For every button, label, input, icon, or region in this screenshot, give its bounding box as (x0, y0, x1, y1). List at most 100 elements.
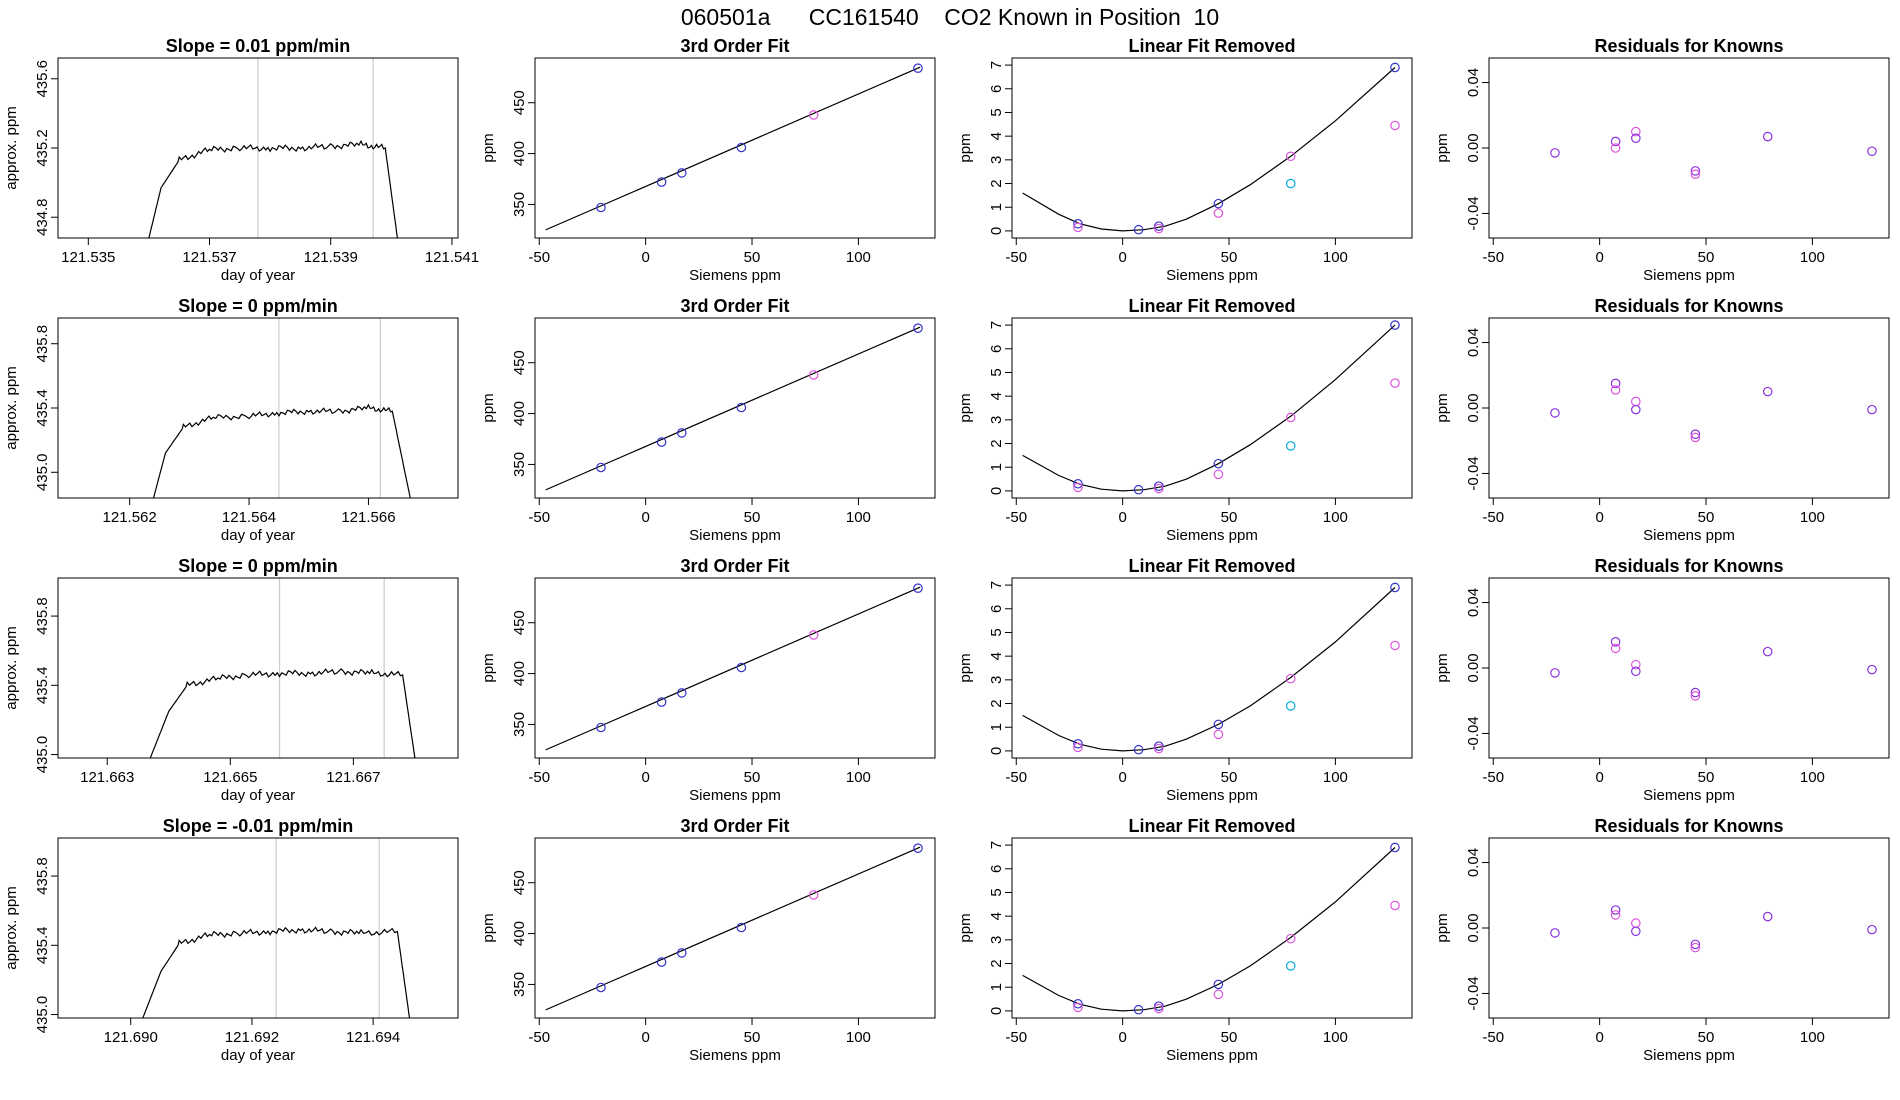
plot-area (1550, 637, 1877, 701)
y-tick-label: 5 (988, 368, 1005, 376)
x-tick-label: 0 (1595, 1029, 1603, 1046)
data-point (736, 662, 747, 673)
data-point (677, 948, 687, 958)
x-axis-label: Siemens ppm (1643, 787, 1735, 804)
x-tick-label: 100 (846, 509, 871, 526)
data-point (1610, 378, 1621, 389)
data-point (1213, 469, 1224, 480)
x-tick-label: 0 (1595, 509, 1603, 526)
y-tick-label: 0 (988, 747, 1005, 755)
x-tick-label: 0 (641, 769, 649, 786)
x-tick-label: 0 (1595, 769, 1603, 786)
data-point (1073, 482, 1083, 493)
panel: Linear Fit Removed -50 0 50 100 0 1 2 3 4 5 6 7 Sieme… (957, 296, 1413, 544)
y-tick-label: 4 (988, 652, 1005, 660)
y-axis-label: ppm (1434, 133, 1451, 162)
y-tick-label: 3 (988, 676, 1005, 684)
y-axis-label: ppm (1434, 653, 1451, 682)
data-point (1550, 668, 1560, 678)
data-point (736, 922, 747, 933)
plot-area (1550, 378, 1877, 443)
data-point (913, 843, 923, 853)
panel-title: Slope = 0.01 ppm/min (166, 36, 351, 56)
data-point (596, 462, 606, 473)
plot-frame (1011, 837, 1413, 1019)
panel-title: Linear Fit Removed (1128, 36, 1295, 56)
x-tick-label: 50 (744, 1029, 761, 1046)
fit-curve (1022, 847, 1396, 1012)
x-axis-label: Siemens ppm (689, 787, 781, 804)
data-point (1390, 320, 1400, 330)
data-point (1133, 484, 1144, 495)
data-point (596, 202, 606, 213)
panel: 3rd Order Fit -50 0 50 100 350 400 450 Siemens p… (480, 556, 936, 804)
fit-line (545, 66, 921, 231)
fit-line (545, 326, 921, 491)
data-point (1610, 385, 1621, 395)
data-point (1154, 481, 1164, 491)
data-point (1213, 979, 1224, 990)
plot-frame (1488, 57, 1890, 239)
panel-title: Residuals for Knowns (1594, 556, 1783, 576)
data-point (1390, 120, 1400, 131)
x-tick-label: 100 (1800, 769, 1825, 786)
panel-title: Slope = 0 ppm/min (178, 296, 338, 316)
panel: Residuals for Knowns -50 0 50 100 -0.04 0.00 0.… (1434, 36, 1890, 284)
y-tick-label: 2 (988, 179, 1005, 187)
x-axis-label: Siemens ppm (1166, 1047, 1258, 1064)
x-axis-label: Siemens ppm (1166, 527, 1258, 544)
y-tick-label: 3 (988, 936, 1005, 944)
x-axis-label: Siemens ppm (689, 527, 781, 544)
x-tick-label: 50 (1221, 769, 1238, 786)
data-point (1285, 412, 1296, 423)
data-point (1610, 136, 1621, 147)
ppm-trace-line (149, 668, 416, 758)
data-point (1762, 911, 1773, 922)
data-point (1690, 687, 1701, 698)
y-tick-label: -0.04 (1465, 196, 1482, 230)
data-point (1690, 429, 1701, 439)
x-tick-label: 100 (846, 1029, 871, 1046)
data-point (1213, 729, 1224, 740)
x-tick-label: 121.690 (104, 1029, 158, 1046)
y-tick-label: 350 (511, 192, 528, 217)
panel-title: 3rd Order Fit (680, 296, 789, 316)
y-tick-label: 0.04 (1465, 328, 1482, 357)
y-tick-label: 0.00 (1465, 133, 1482, 162)
data-point (656, 177, 667, 187)
plot-area (1022, 582, 1400, 755)
data-point (1762, 131, 1773, 142)
data-point (808, 630, 819, 640)
plot-frame (1011, 57, 1413, 239)
y-axis-label: approx. ppm (3, 886, 20, 969)
plot-area (1550, 126, 1877, 179)
data-point (1213, 198, 1224, 209)
panel: Linear Fit Removed -50 0 50 100 0 1 2 3 4 5 6 7 Sieme… (957, 36, 1413, 284)
y-tick-label: 435.8 (34, 325, 51, 363)
y-tick-label: 0.00 (1465, 913, 1482, 942)
fit-curve (1022, 324, 1396, 492)
data-point (1867, 924, 1877, 935)
y-axis-label: approx. ppm (3, 106, 20, 189)
y-tick-label: 0.00 (1465, 653, 1482, 682)
plot-area (152, 318, 411, 498)
plot-frame (1488, 837, 1890, 1019)
data-point (1390, 62, 1400, 73)
data-point (1867, 664, 1877, 675)
y-tick-label: 2 (988, 699, 1005, 707)
y-axis-label: approx. ppm (3, 626, 20, 709)
data-point (1867, 146, 1877, 157)
fit-curve (1022, 67, 1396, 232)
y-axis-label: ppm (480, 653, 497, 682)
fit-line (545, 846, 921, 1011)
data-point (1073, 218, 1083, 229)
y-tick-label: 1 (988, 203, 1005, 211)
data-point (1285, 961, 1296, 971)
plot-frame (1488, 317, 1890, 499)
y-tick-label: 450 (511, 350, 528, 375)
x-tick-label: -50 (1482, 1029, 1504, 1046)
y-tick-label: 400 (511, 921, 528, 946)
x-tick-label: -50 (528, 249, 550, 266)
plot-area (1022, 320, 1400, 495)
data-point (1390, 640, 1400, 651)
